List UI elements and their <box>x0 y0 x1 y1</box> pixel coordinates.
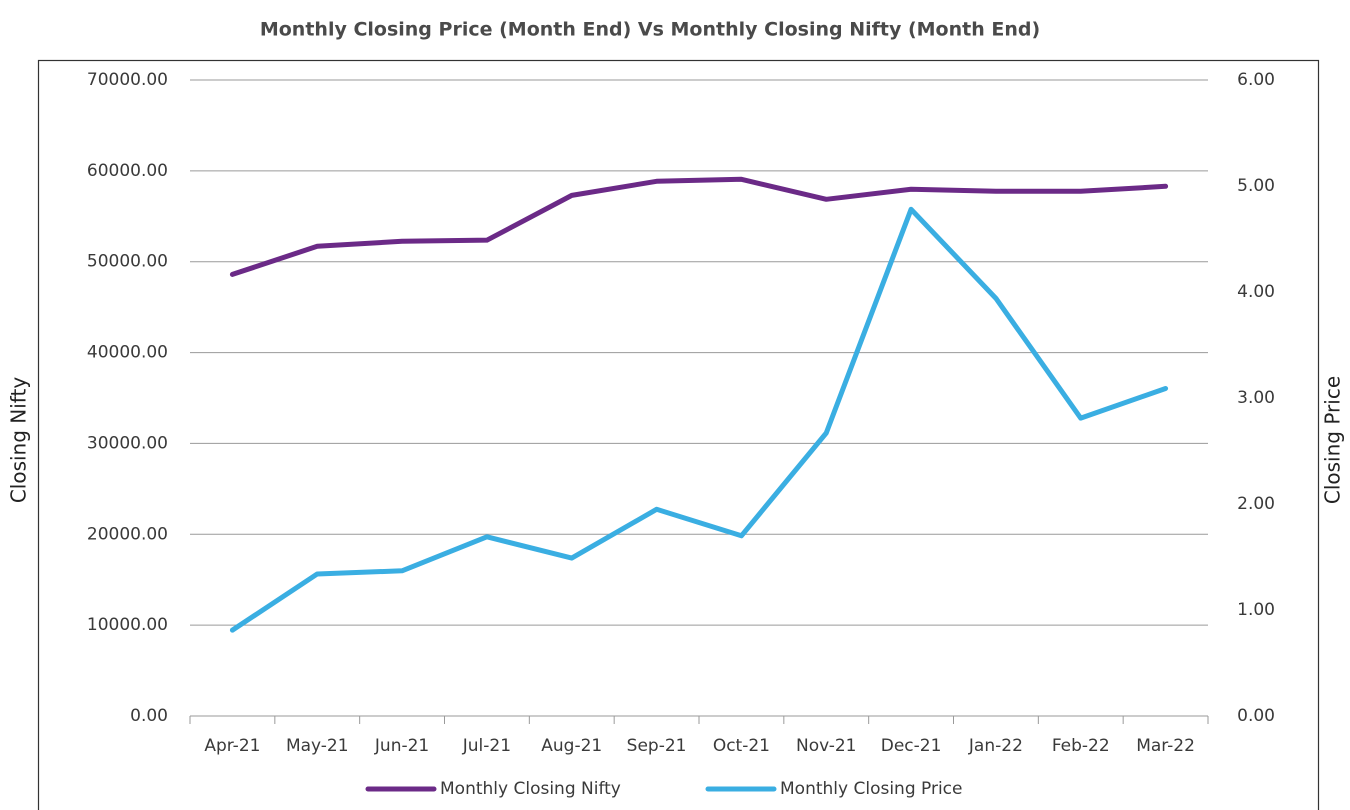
x-tick-label: Jan-22 <box>968 736 1023 756</box>
x-tick-label: Oct-21 <box>713 736 770 756</box>
y2-tick-label: 1.00 <box>1237 600 1275 620</box>
y2-tick-label: 2.00 <box>1237 494 1275 514</box>
chart-title: Monthly Closing Price (Month End) Vs Mon… <box>260 19 1040 41</box>
x-tick-label: Jul-21 <box>462 736 511 756</box>
x-tick-label: Nov-21 <box>796 736 857 756</box>
y2-tick-label: 6.00 <box>1237 70 1275 90</box>
y-tick-label: 60000.00 <box>87 161 168 181</box>
y2-tick-label: 3.00 <box>1237 388 1275 408</box>
x-tick-label: Mar-22 <box>1136 736 1195 756</box>
y-tick-label: 50000.00 <box>87 252 168 272</box>
y2-tick-label: 0.00 <box>1237 706 1275 726</box>
x-tick-label: Apr-21 <box>204 736 260 756</box>
y-tick-label: 30000.00 <box>87 433 168 453</box>
y-tick-label: 40000.00 <box>87 343 168 363</box>
legend-label: Monthly Closing Nifty <box>440 779 621 799</box>
y2-tick-label: 4.00 <box>1237 282 1275 302</box>
y2-axis-title: Closing Price <box>1321 376 1345 504</box>
x-tick-label: Feb-22 <box>1052 736 1110 756</box>
legend-label: Monthly Closing Price <box>780 779 962 799</box>
series-line <box>229 176 1169 277</box>
x-tick-label: May-21 <box>286 736 349 756</box>
x-tick-label: Dec-21 <box>881 736 942 756</box>
series-line <box>229 206 1169 633</box>
x-tick-label: Jun-21 <box>374 736 429 756</box>
y-tick-label: 10000.00 <box>87 615 168 635</box>
y-tick-label: 70000.00 <box>87 70 168 90</box>
y-tick-label: 0.00 <box>130 706 168 726</box>
y-axis-title: Closing Nifty <box>7 377 31 504</box>
chart-frame <box>37 59 1320 810</box>
x-tick-label: Sep-21 <box>627 736 687 756</box>
y2-tick-label: 5.00 <box>1237 176 1275 196</box>
y-tick-label: 20000.00 <box>87 524 168 544</box>
x-tick-label: Aug-21 <box>541 736 602 756</box>
